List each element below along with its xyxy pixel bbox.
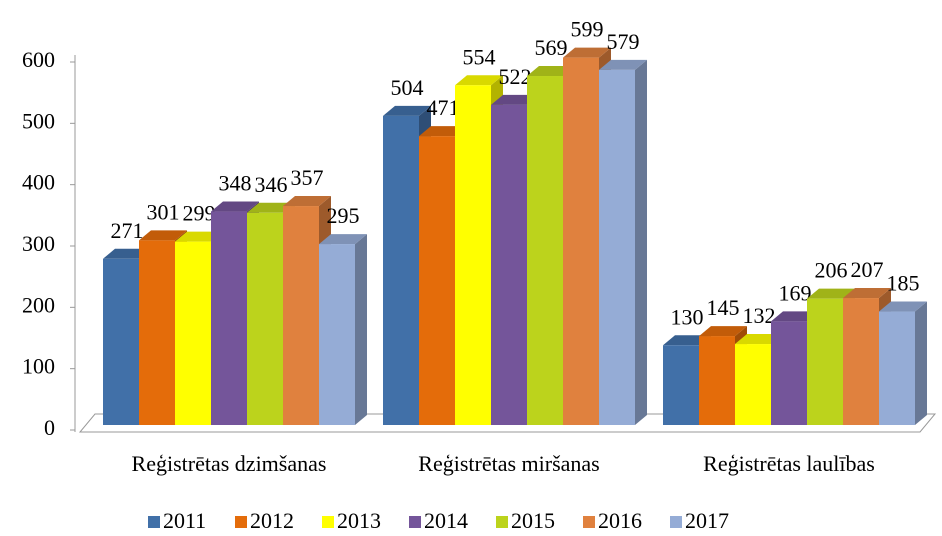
y-tick-label: 400 — [22, 170, 55, 195]
bar — [563, 57, 599, 425]
data-label: 348 — [219, 171, 252, 196]
legend-swatch — [235, 516, 247, 528]
data-label: 357 — [291, 165, 324, 190]
data-label: 301 — [147, 199, 180, 224]
data-label: 569 — [535, 35, 568, 60]
y-tick-label: 200 — [22, 292, 55, 317]
bar-side — [915, 301, 927, 425]
data-label: 271 — [111, 218, 144, 243]
data-label: 471 — [427, 95, 460, 120]
legend-swatch — [322, 516, 334, 528]
data-label: 207 — [851, 257, 884, 282]
bar — [879, 311, 915, 425]
data-label: 130 — [671, 304, 704, 329]
bar — [843, 298, 879, 425]
legend-swatch — [496, 516, 508, 528]
y-tick-label: 100 — [22, 354, 55, 379]
bar — [103, 258, 139, 425]
data-label: 169 — [779, 280, 812, 305]
bar — [211, 211, 247, 425]
x-tick-label: Reģistrētas dzimšanas — [132, 451, 327, 476]
bar-top — [807, 288, 855, 299]
bar — [383, 115, 419, 425]
data-label: 299 — [183, 201, 216, 226]
bar — [735, 344, 771, 425]
data-label: 132 — [743, 303, 776, 328]
bar-side — [635, 59, 647, 425]
bar-top — [283, 196, 331, 207]
data-label: 504 — [391, 75, 424, 100]
bar — [139, 240, 175, 425]
legend-swatch — [583, 516, 595, 528]
bar — [319, 244, 355, 425]
legend-swatch — [670, 516, 682, 528]
y-tick-label: 600 — [22, 47, 55, 72]
data-label: 145 — [707, 295, 740, 320]
data-label: 185 — [887, 271, 920, 296]
data-label: 206 — [815, 258, 848, 283]
legend-label: 2012 — [250, 508, 294, 533]
bar — [491, 104, 527, 425]
bar — [527, 76, 563, 425]
data-label: 346 — [255, 172, 288, 197]
bar-top — [879, 301, 927, 312]
legend-swatch — [148, 516, 160, 528]
bar — [247, 212, 283, 425]
bar — [807, 298, 843, 425]
y-tick-label: 0 — [44, 415, 55, 440]
bar-top — [139, 230, 187, 241]
data-label: 579 — [607, 29, 640, 54]
bar — [283, 206, 319, 425]
bar — [175, 241, 211, 425]
x-tick-label: Reģistrētas laulības — [703, 451, 875, 476]
bar-top — [319, 234, 367, 245]
legend-label: 2011 — [163, 508, 206, 533]
legend-label: 2014 — [424, 508, 468, 533]
legend-label: 2013 — [337, 508, 381, 533]
bar-top — [599, 59, 647, 70]
data-label: 554 — [463, 44, 496, 69]
bar-top — [843, 288, 891, 299]
data-label: 295 — [327, 203, 360, 228]
bar-top — [563, 47, 611, 58]
bar-side — [355, 234, 367, 425]
legend-label: 2015 — [511, 508, 555, 533]
legend-label: 2017 — [685, 508, 729, 533]
x-tick-label: Reģistrētas miršanas — [418, 451, 599, 476]
data-label: 522 — [499, 64, 532, 89]
bar — [599, 69, 635, 425]
bar — [771, 321, 807, 425]
legend-swatch — [409, 516, 421, 528]
bar — [663, 345, 699, 425]
y-tick-label: 300 — [22, 231, 55, 256]
bar-top — [211, 201, 259, 212]
bar-top — [455, 75, 503, 86]
bar — [455, 85, 491, 426]
y-tick-label: 500 — [22, 108, 55, 133]
bar-top — [699, 326, 747, 337]
data-label: 599 — [571, 17, 604, 42]
bar — [419, 136, 455, 425]
bar-top — [383, 105, 431, 116]
legend-label: 2016 — [598, 508, 642, 533]
bar — [699, 336, 735, 425]
